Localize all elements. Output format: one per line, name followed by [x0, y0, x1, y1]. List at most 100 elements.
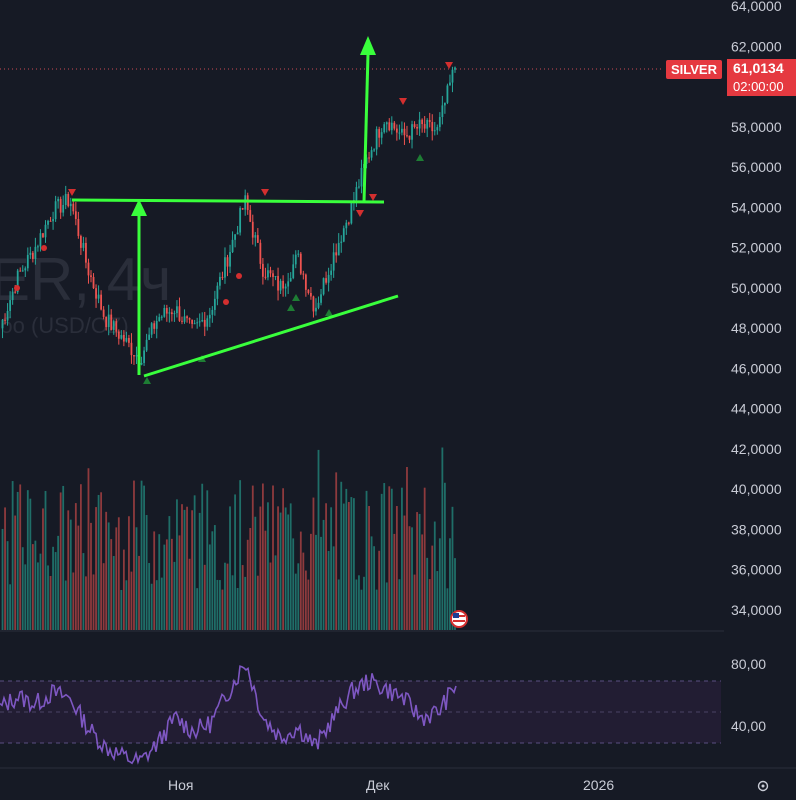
- candle-body: [100, 294, 103, 310]
- volume-bar: [307, 579, 310, 630]
- buy-signal-marker: [143, 377, 151, 384]
- volume-bar: [173, 561, 176, 630]
- candle-body: [188, 318, 191, 320]
- volume-bar: [105, 511, 108, 630]
- volume-bar: [403, 515, 406, 630]
- volume-bar: [201, 483, 204, 630]
- volume-bar: [355, 579, 358, 630]
- price-tick-label: 64,0000: [731, 0, 782, 14]
- candle-body: [251, 221, 254, 238]
- resistance-line[interactable]: [71, 198, 385, 204]
- volume-bar: [181, 504, 183, 630]
- price-tick-label: 56,0000: [731, 159, 782, 175]
- candle-body: [140, 362, 143, 365]
- volume-bar: [107, 522, 110, 630]
- candle-body: [69, 203, 72, 207]
- candle-body: [370, 150, 373, 158]
- volume-bar: [52, 546, 54, 630]
- volume-bar: [335, 472, 338, 630]
- volume-bar: [279, 512, 282, 630]
- candle-body: [302, 273, 305, 275]
- volume-bar: [256, 575, 259, 630]
- volume-bar: [39, 553, 42, 630]
- candle-body: [292, 264, 295, 279]
- candle-body: [413, 124, 416, 127]
- volume-bar: [388, 486, 391, 630]
- volume-bar: [259, 506, 262, 630]
- price-axis[interactable]: 64,000062,000060,000058,000056,000054,00…: [731, 0, 782, 618]
- volume-bar: [446, 588, 449, 630]
- candle-body: [150, 323, 153, 335]
- volume-bar: [59, 492, 62, 630]
- candle-body: [44, 224, 47, 238]
- candle-body: [454, 67, 456, 70]
- volume-bar: [47, 565, 49, 630]
- volume-bar: [158, 534, 161, 630]
- volume-bar: [340, 481, 343, 630]
- target-arrowhead[interactable]: [360, 36, 376, 55]
- volume-bar: [135, 527, 138, 630]
- symbol-tag[interactable]: SILVER: [666, 60, 722, 79]
- candle-body: [438, 117, 441, 128]
- candle-body: [297, 253, 300, 255]
- volume-bar: [337, 579, 340, 630]
- candle-body: [143, 350, 145, 363]
- volume-bar: [82, 553, 85, 630]
- price-tick-label: 44,0000: [731, 401, 782, 417]
- drawing-tools[interactable]: [71, 36, 399, 378]
- candle-body: [267, 270, 269, 278]
- candle-body: [16, 270, 19, 293]
- volume-bar: [42, 508, 44, 630]
- candle-body: [95, 288, 97, 299]
- candle-body: [330, 270, 333, 275]
- candle-body: [433, 130, 436, 132]
- target-projection-line[interactable]: [362, 53, 370, 203]
- volume-bar: [302, 552, 305, 630]
- settings-icon[interactable]: [757, 780, 769, 792]
- volume-bar: [122, 549, 125, 630]
- candle-body: [279, 280, 282, 291]
- candle-body: [256, 235, 259, 243]
- volume-bar: [216, 579, 219, 630]
- candle-body: [310, 292, 312, 297]
- volume-bar: [421, 534, 424, 630]
- us-flag-icon[interactable]: [450, 610, 468, 628]
- candle-body: [269, 270, 272, 274]
- candle-body: [128, 337, 130, 343]
- sell-signal-marker: [68, 189, 76, 196]
- volume-bar: [315, 534, 317, 630]
- candle-body: [383, 124, 386, 133]
- volume-bar: [428, 579, 431, 630]
- volume-bar: [358, 575, 360, 630]
- volume-bar: [347, 502, 350, 630]
- volume-bar: [34, 540, 37, 630]
- volume-bar: [188, 558, 191, 630]
- price-tick-label: 58,0000: [731, 119, 782, 135]
- candle-body: [320, 294, 322, 303]
- rsi-tick-label: 80,00: [731, 656, 766, 672]
- last-price-tag[interactable]: 61,0134: [727, 59, 796, 78]
- volume-bar: [21, 547, 24, 630]
- volume-bar: [183, 509, 186, 630]
- candle-body: [170, 312, 173, 315]
- candle-body: [34, 246, 37, 259]
- measured-move-arrowhead[interactable]: [131, 199, 147, 216]
- volume-bar: [57, 535, 60, 630]
- candle-body: [178, 306, 181, 321]
- support-trendline[interactable]: [143, 294, 399, 378]
- candle-body: [115, 321, 118, 332]
- volume-bar: [312, 497, 315, 630]
- volume-bar: [229, 506, 231, 630]
- candle-body: [224, 257, 226, 278]
- volume-bar: [198, 512, 201, 630]
- volume-bar: [401, 487, 403, 630]
- candle-body: [226, 257, 229, 267]
- candle-body: [29, 252, 32, 255]
- candle-body: [317, 302, 320, 308]
- volume-bar: [115, 527, 118, 630]
- candle-body: [246, 195, 249, 211]
- candle-body: [135, 355, 138, 357]
- volume-bar: [178, 535, 181, 630]
